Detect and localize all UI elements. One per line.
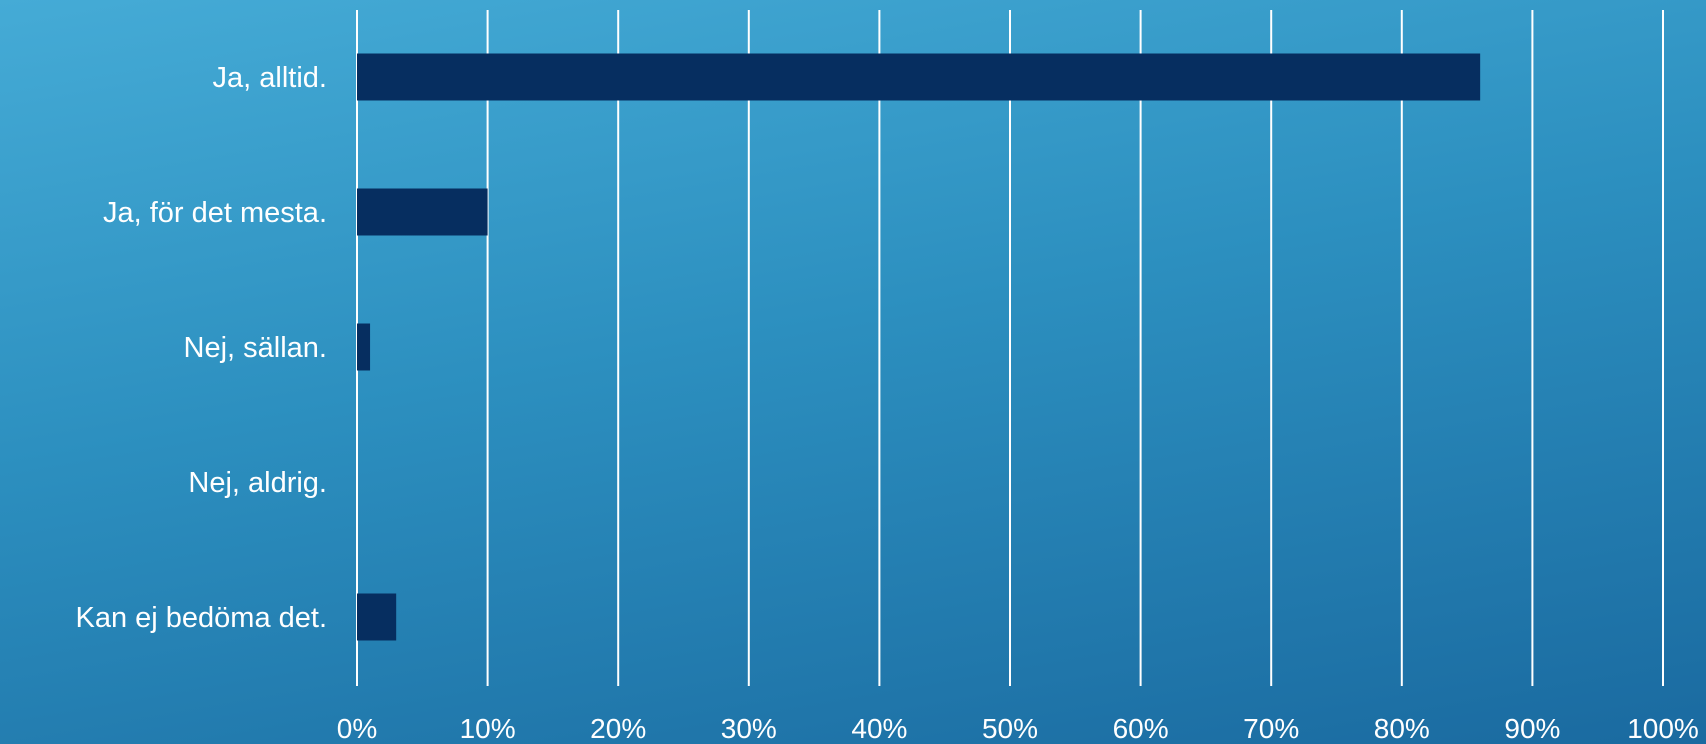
category-label: Ja, för det mesta. xyxy=(103,197,327,229)
x-tick-label: 50% xyxy=(982,713,1038,744)
category-label: Nej, aldrig. xyxy=(188,467,327,499)
x-axis-tick-labels: 0% 10% 20% 30% 40% 50% 60% 70% 80% 90% 100% xyxy=(337,713,1699,744)
x-tick-label: 30% xyxy=(721,713,777,744)
category-label: Ja, alltid. xyxy=(213,62,327,94)
category-labels: Ja, alltid. Ja, för det mesta. Nej, sällan… xyxy=(75,62,327,634)
x-tick-label: 90% xyxy=(1504,713,1560,744)
bar xyxy=(357,53,1481,101)
bar xyxy=(357,188,488,236)
x-tick-label: 80% xyxy=(1374,713,1430,744)
x-tick-label: 40% xyxy=(851,713,907,744)
category-label: Nej, sällan. xyxy=(184,332,327,364)
x-tick-label: 100% xyxy=(1627,713,1699,744)
category-label: Kan ej bedöma det. xyxy=(75,602,327,634)
x-tick-label: 60% xyxy=(1113,713,1169,744)
bar xyxy=(357,323,371,371)
x-tick-label: 70% xyxy=(1243,713,1299,744)
bars xyxy=(357,53,1481,641)
x-tick-label: 20% xyxy=(590,713,646,744)
x-tick-label: 10% xyxy=(460,713,516,744)
gridlines xyxy=(356,10,1664,686)
x-tick-label: 0% xyxy=(337,713,377,744)
bar xyxy=(357,593,397,641)
